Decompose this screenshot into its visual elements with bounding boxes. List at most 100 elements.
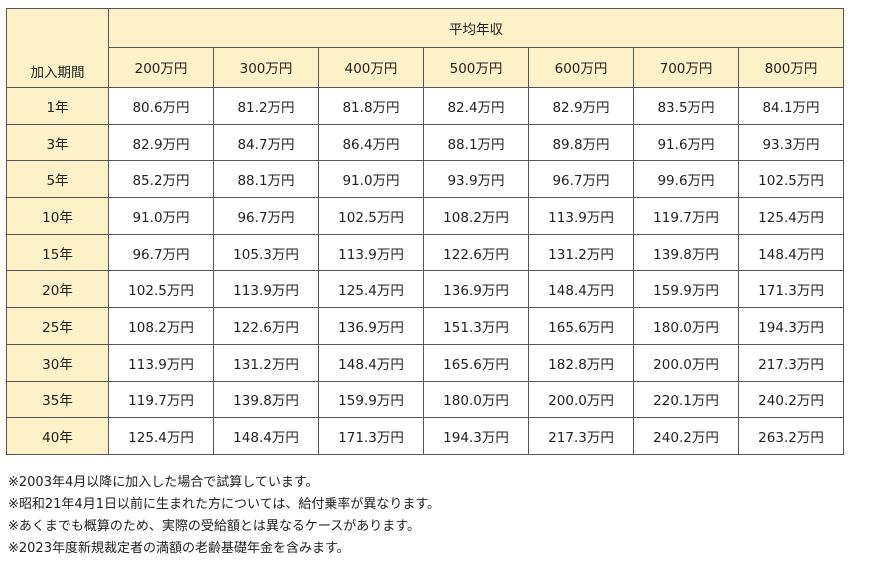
- salary-header: 300万円: [213, 46, 319, 89]
- pension-amount-cell: 81.2万円: [213, 87, 319, 125]
- pension-amount-cell: 136.9万円: [318, 307, 424, 345]
- period-cell: 3年: [6, 123, 109, 162]
- pension-amount-cell: 139.8万円: [633, 233, 739, 272]
- pension-amount-cell: 91.0万円: [318, 160, 424, 199]
- pension-amount-cell: 148.4万円: [738, 233, 844, 272]
- pension-amount-cell: 200.0万円: [633, 343, 739, 382]
- period-cell: 40年: [6, 417, 109, 455]
- pension-amount-cell: 122.6万円: [213, 307, 319, 345]
- pension-amount-cell: 240.2万円: [738, 380, 844, 419]
- pension-table-container: 加入期間 平均年収 200万円 300万円 400万円 500万円 600万円 …: [6, 8, 844, 455]
- table-row: 10年 91.0万円 96.7万円 102.5万円 108.2万円 113.9万円 119.…: [6, 197, 844, 235]
- pension-amount-cell: 96.7万円: [528, 160, 634, 199]
- period-cell: 30年: [6, 343, 109, 382]
- pension-amount-cell: 93.9万円: [423, 160, 529, 199]
- pension-amount-cell: 84.7万円: [213, 123, 319, 162]
- pension-amount-cell: 125.4万円: [318, 270, 424, 309]
- period-cell: 15年: [6, 233, 109, 272]
- pension-amount-cell: 84.1万円: [738, 87, 844, 125]
- period-cell: 5年: [6, 160, 109, 199]
- pension-amount-cell: 200.0万円: [528, 380, 634, 419]
- table-row: 25年 108.2万円 122.6万円 136.9万円 151.3万円 165.6万円 18…: [6, 307, 844, 345]
- pension-amount-cell: 102.5万円: [738, 160, 844, 199]
- pension-amount-cell: 113.9万円: [108, 343, 214, 382]
- pension-amount-cell: 119.7万円: [108, 380, 214, 419]
- pension-amount-cell: 82.9万円: [528, 87, 634, 125]
- period-cell: 25年: [6, 307, 109, 345]
- salary-header: 600万円: [528, 46, 634, 89]
- pension-amount-cell: 96.7万円: [108, 233, 214, 272]
- pension-estimate-table: 加入期間 平均年収 200万円 300万円 400万円 500万円 600万円 …: [6, 8, 844, 455]
- salary-header: 700万円: [633, 46, 739, 89]
- pension-amount-cell: 122.6万円: [423, 233, 529, 272]
- pension-amount-cell: 240.2万円: [633, 417, 739, 455]
- pension-amount-cell: 139.8万円: [213, 380, 319, 419]
- pension-amount-cell: 113.9万円: [318, 233, 424, 272]
- pension-amount-cell: 119.7万円: [633, 197, 739, 235]
- pension-amount-cell: 91.0万円: [108, 197, 214, 235]
- footnote: ※昭和21年4月1日以前に生まれた方については、給付乗率が異なります。: [8, 497, 441, 512]
- pension-amount-cell: 96.7万円: [213, 197, 319, 235]
- pension-amount-cell: 86.4万円: [318, 123, 424, 162]
- footnotes: ※2003年4月以降に加入した場合で試算しています。 ※昭和21年4月1日以前に…: [8, 472, 440, 560]
- table-row: 40年 125.4万円 148.4万円 171.3万円 194.3万円 217.3万円 24…: [6, 417, 844, 455]
- salary-header: 400万円: [318, 46, 424, 89]
- pension-amount-cell: 93.3万円: [738, 123, 844, 162]
- pension-amount-cell: 80.6万円: [108, 87, 214, 125]
- pension-amount-cell: 263.2万円: [738, 417, 844, 455]
- pension-amount-cell: 88.1万円: [423, 123, 529, 162]
- pension-amount-cell: 85.2万円: [108, 160, 214, 199]
- pension-amount-cell: 113.9万円: [528, 197, 634, 235]
- pension-amount-cell: 108.2万円: [423, 197, 529, 235]
- pension-amount-cell: 113.9万円: [213, 270, 319, 309]
- average-income-group-header: 平均年収: [108, 8, 844, 48]
- period-cell: 20年: [6, 270, 109, 309]
- pension-amount-cell: 99.6万円: [633, 160, 739, 199]
- pension-amount-cell: 194.3万円: [738, 307, 844, 345]
- pension-amount-cell: 102.5万円: [318, 197, 424, 235]
- pension-amount-cell: 131.2万円: [213, 343, 319, 382]
- pension-amount-cell: 88.1万円: [213, 160, 319, 199]
- pension-amount-cell: 108.2万円: [108, 307, 214, 345]
- pension-amount-cell: 82.9万円: [108, 123, 214, 162]
- pension-amount-cell: 182.8万円: [528, 343, 634, 382]
- pension-amount-cell: 125.4万円: [738, 197, 844, 235]
- pension-amount-cell: 102.5万円: [108, 270, 214, 309]
- pension-amount-cell: 194.3万円: [423, 417, 529, 455]
- footnote: ※2023年度新規裁定者の満額の老齢基礎年金を含みます。: [8, 541, 350, 556]
- table-row: 15年 96.7万円 105.3万円 113.9万円 122.6万円 131.2万円 139…: [6, 233, 844, 272]
- salary-header: 500万円: [423, 46, 529, 89]
- table-row: 3年 82.9万円 84.7万円 86.4万円 88.1万円 89.8万円 91.6万円 93…: [6, 123, 844, 162]
- period-cell: 10年: [6, 197, 109, 235]
- period-column-header: 加入期間: [6, 8, 109, 88]
- pension-amount-cell: 89.8万円: [528, 123, 634, 162]
- pension-amount-cell: 165.6万円: [423, 343, 529, 382]
- pension-amount-cell: 217.3万円: [738, 343, 844, 382]
- footnote: ※あくまでも概算のため、実際の受給額とは異なるケースがあります。: [8, 519, 420, 534]
- table-body: 1年 80.6万円 81.2万円 81.8万円 82.4万円 82.9万円 83.5万円 84…: [6, 87, 844, 455]
- pension-amount-cell: 148.4万円: [318, 343, 424, 382]
- pension-amount-cell: 81.8万円: [318, 87, 424, 125]
- pension-amount-cell: 220.1万円: [633, 380, 739, 419]
- table-row: 20年 102.5万円 113.9万円 125.4万円 136.9万円 148.4万円 15…: [6, 270, 844, 309]
- pension-amount-cell: 83.5万円: [633, 87, 739, 125]
- pension-amount-cell: 151.3万円: [423, 307, 529, 345]
- pension-amount-cell: 159.9万円: [633, 270, 739, 309]
- period-cell: 1年: [6, 87, 109, 125]
- pension-amount-cell: 91.6万円: [633, 123, 739, 162]
- pension-amount-cell: 165.6万円: [528, 307, 634, 345]
- footnote: ※2003年4月以降に加入した場合で試算しています。: [8, 475, 319, 490]
- period-cell: 35年: [6, 380, 109, 419]
- pension-amount-cell: 131.2万円: [528, 233, 634, 272]
- table-row: 5年 85.2万円 88.1万円 91.0万円 93.9万円 96.7万円 99.6万円 10…: [6, 160, 844, 199]
- pension-amount-cell: 125.4万円: [108, 417, 214, 455]
- pension-amount-cell: 148.4万円: [528, 270, 634, 309]
- table-row: 1年 80.6万円 81.2万円 81.8万円 82.4万円 82.9万円 83.5万円 84…: [6, 87, 844, 125]
- pension-amount-cell: 136.9万円: [423, 270, 529, 309]
- salary-header: 200万円: [108, 46, 214, 89]
- table-row: 35年 119.7万円 139.8万円 159.9万円 180.0万円 200.0万円 22…: [6, 380, 844, 419]
- pension-amount-cell: 180.0万円: [423, 380, 529, 419]
- table-row: 30年 113.9万円 131.2万円 148.4万円 165.6万円 182.8万円 20…: [6, 343, 844, 382]
- pension-amount-cell: 171.3万円: [738, 270, 844, 309]
- pension-amount-cell: 148.4万円: [213, 417, 319, 455]
